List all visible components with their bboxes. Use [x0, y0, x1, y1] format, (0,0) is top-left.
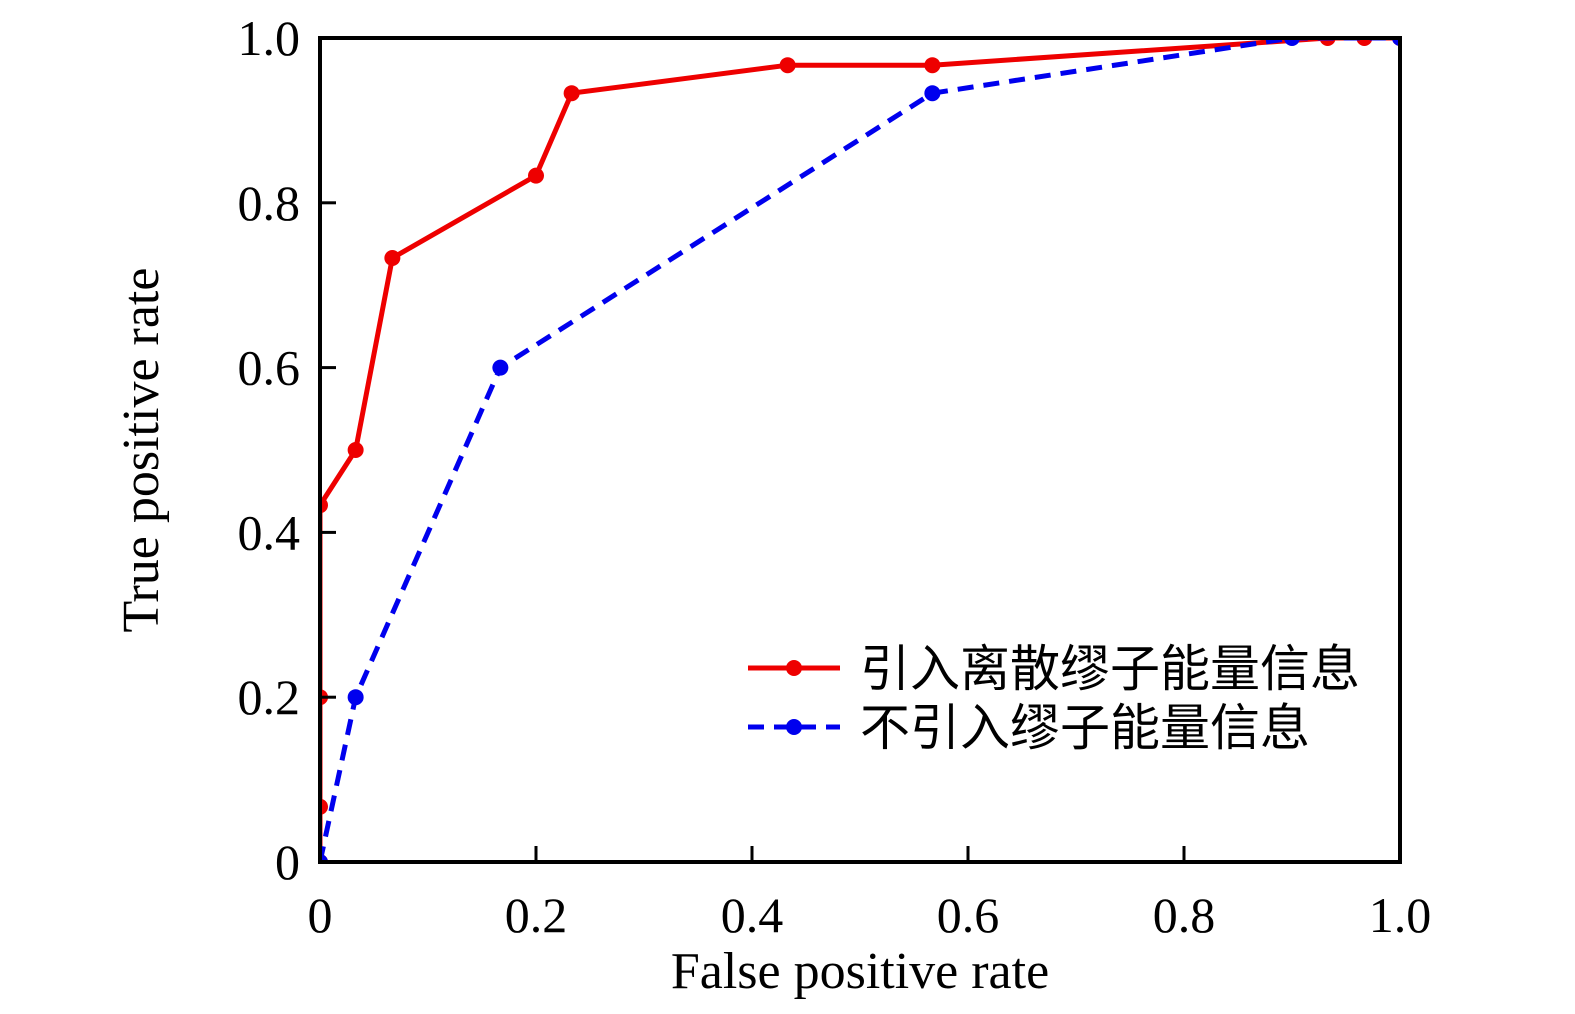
y-axis-tick-label: 0.8 [238, 175, 301, 231]
ticks-layer [318, 36, 1402, 864]
legend-row-1: 不引入缪子能量信息 [748, 700, 1310, 756]
x-axis-tick-label: 0.2 [505, 887, 568, 943]
y-axis-tick-label: 0.6 [238, 340, 301, 396]
series-0-marker-dot-icon [563, 85, 580, 102]
x-axis-tick-label: 0.6 [937, 887, 1000, 943]
series-0-marker-dot-icon [924, 57, 941, 74]
series-0-marker-dot-icon [779, 57, 796, 74]
legend-marker-dot-icon [786, 660, 802, 676]
y-axis-label: True positive rate [113, 268, 170, 633]
y-axis-tick-label: 0.2 [238, 669, 301, 725]
x-axis-tick-label: 0 [308, 887, 333, 943]
plot-border [318, 36, 1402, 864]
x-axis-tick-label: 0.4 [721, 887, 784, 943]
x-axis-label: False positive rate [671, 943, 1049, 1000]
legend-label-without-muon-energy: 不引入缪子能量信息 [860, 700, 1310, 756]
tick-labels-layer: 0 0.2 0.4 0.6 0.8 1.0 0 0.2 0.4 0.6 0.8 1.0 [238, 10, 1432, 943]
legend-row-0: 引入离散缪子能量信息 [748, 641, 1360, 697]
y-axis-tick-label: 0 [275, 834, 300, 890]
legend: 引入离散缪子能量信息 不引入缪子能量信息 [748, 641, 1360, 756]
x-axis-tick-label: 1.0 [1369, 887, 1432, 943]
x-axis-tick-label: 0.8 [1153, 887, 1216, 943]
series-1-line [320, 38, 1400, 862]
series-0-marker-dot-icon [384, 250, 401, 267]
series-0-marker-dot-icon [528, 167, 544, 184]
legend-marker-dot-icon [786, 719, 802, 735]
legend-label-with-muon-energy: 引入离散缪子能量信息 [860, 641, 1360, 697]
series-0-marker-dot-icon [347, 442, 364, 458]
y-axis-tick-label: 1.0 [238, 10, 301, 66]
series-1-marker-dot-icon [492, 359, 509, 376]
series-1-marker-dot-icon [924, 85, 941, 102]
series-1-marker-dot-icon [347, 689, 364, 706]
y-axis-tick-label: 0.4 [238, 504, 301, 560]
